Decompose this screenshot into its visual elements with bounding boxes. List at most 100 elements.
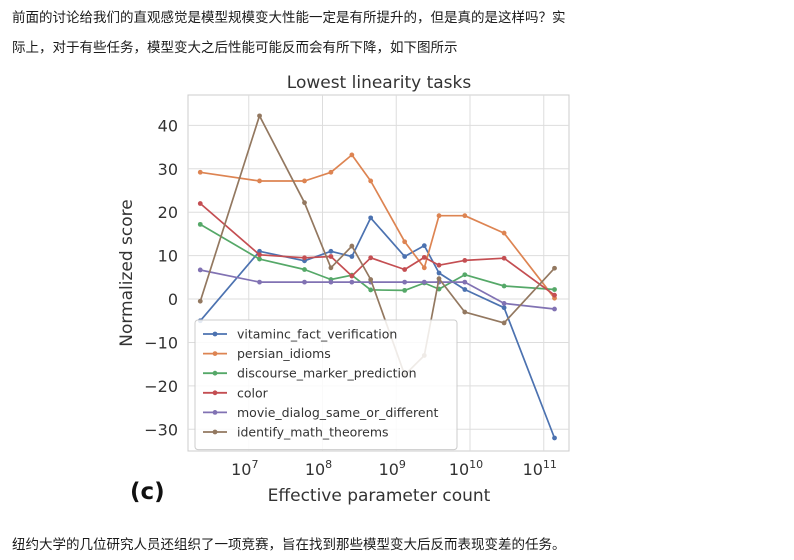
y-tick-label: −20 <box>144 377 178 396</box>
data-point <box>349 254 355 259</box>
y-tick-label: −10 <box>144 333 178 352</box>
y-tick-label: 30 <box>158 160 178 179</box>
data-point <box>552 306 557 312</box>
x-tick-exponent: 8 <box>325 458 332 471</box>
series-line <box>200 154 556 299</box>
data-point <box>402 239 408 245</box>
gridlines <box>188 95 569 451</box>
legend-marker <box>212 351 218 356</box>
x-axis-label: Effective parameter count <box>268 486 491 506</box>
legend: vitaminc_fact_verification persian_idioms… <box>194 319 458 451</box>
data-point <box>462 279 468 285</box>
y-tick-label: 0 <box>168 290 178 309</box>
series-vitaminc-fact-verification <box>197 215 557 441</box>
data-point <box>501 230 507 236</box>
x-tick-exponent: 7 <box>251 458 258 471</box>
data-point <box>501 300 507 306</box>
series-color <box>197 201 557 298</box>
data-point <box>328 254 334 259</box>
data-point <box>402 254 408 259</box>
x-tick-base: 10 <box>379 460 399 479</box>
x-axis-ticks: 107 108 109 1010 1011 <box>231 458 557 479</box>
data-point <box>552 292 557 298</box>
data-point <box>197 267 203 273</box>
data-point <box>349 273 355 279</box>
intro-paragraph-line-2: 际上，对于有些任务，模型变大之后性能可能反而会有所下降，如下图所示 <box>12 40 458 56</box>
x-tick-exponent: 10 <box>469 458 483 471</box>
y-tick-label: −30 <box>144 420 178 439</box>
legend-marker <box>212 331 218 337</box>
data-point <box>501 320 507 326</box>
legend-label: identify_math_theorems <box>237 425 389 440</box>
data-point <box>421 254 427 260</box>
data-point <box>349 152 355 158</box>
legend-label: movie_dialog_same_or_different <box>237 405 439 420</box>
data-point <box>257 252 262 258</box>
x-tick-base: 10 <box>523 460 543 479</box>
legend-marker <box>212 429 218 435</box>
data-point <box>257 178 262 184</box>
data-point <box>302 200 307 206</box>
series-movie-dialog-same-or-different <box>197 267 557 312</box>
series-line <box>199 217 556 439</box>
data-point <box>436 270 442 276</box>
data-point <box>552 435 557 441</box>
data-point <box>328 248 334 254</box>
data-point <box>257 279 262 285</box>
data-point <box>368 178 374 184</box>
data-point <box>421 279 427 285</box>
legend-label: discourse_marker_prediction <box>237 366 417 381</box>
data-point <box>257 248 262 254</box>
data-point <box>421 243 427 249</box>
series-line <box>200 269 555 310</box>
data-point <box>349 279 355 285</box>
data-point <box>501 255 507 261</box>
intro-paragraph-line-1: 前面的讨论给我们的直观感觉是模型规模变大性能一定是有所提升的，但是真的是这样吗？… <box>12 10 566 26</box>
data-point <box>368 277 374 282</box>
data-series <box>197 113 557 441</box>
x-tick-base: 10 <box>449 460 469 479</box>
data-point <box>402 287 408 293</box>
x-tick-label: 1011 <box>523 458 557 479</box>
y-axis-label: Normalized score <box>117 199 137 347</box>
x-tick-base: 10 <box>305 460 325 479</box>
data-point <box>552 287 557 292</box>
legend-marker <box>212 390 218 396</box>
data-point <box>368 255 374 261</box>
data-point <box>197 298 203 304</box>
following-paragraph: 纽约大学的几位研究人员还组织了一项竞赛，旨在找到那些模型变大后反而表现变差的任务… <box>12 537 566 553</box>
legend-marker <box>212 370 218 376</box>
x-tick-label: 107 <box>231 458 258 479</box>
chart-title: Lowest linearity tasks <box>287 73 472 93</box>
data-point <box>197 221 203 227</box>
data-point <box>402 267 408 272</box>
legend-label: vitaminc_fact_verification <box>237 327 397 342</box>
data-point <box>328 279 334 285</box>
data-point <box>302 255 307 261</box>
data-point <box>501 283 507 289</box>
series-persian-idioms <box>197 152 557 301</box>
x-tick-base: 10 <box>231 460 251 479</box>
data-point <box>349 243 355 249</box>
data-point <box>257 256 262 262</box>
data-point <box>462 213 468 219</box>
legend-label: color <box>237 385 269 400</box>
data-point <box>462 258 468 263</box>
data-point <box>436 262 442 268</box>
x-tick-exponent: 9 <box>399 458 406 471</box>
y-tick-label: 20 <box>158 203 178 222</box>
y-tick-label: 40 <box>158 116 178 135</box>
y-tick-label: 10 <box>158 247 178 266</box>
data-point <box>197 169 203 175</box>
series-line <box>199 223 555 292</box>
line-chart-figure: Lowest linearity tasks 40 30 20 10 0 −10 −20 −3… <box>117 73 570 506</box>
data-point <box>421 265 427 271</box>
data-point <box>462 287 468 292</box>
y-axis-ticks: 40 30 20 10 0 −10 −20 −30 <box>144 116 178 439</box>
data-point <box>436 276 442 282</box>
legend-label: persian_idioms <box>237 346 331 361</box>
x-tick-label: 108 <box>305 458 332 479</box>
data-point <box>501 305 507 311</box>
data-point <box>328 169 334 175</box>
panel-label: (c) <box>130 479 165 505</box>
